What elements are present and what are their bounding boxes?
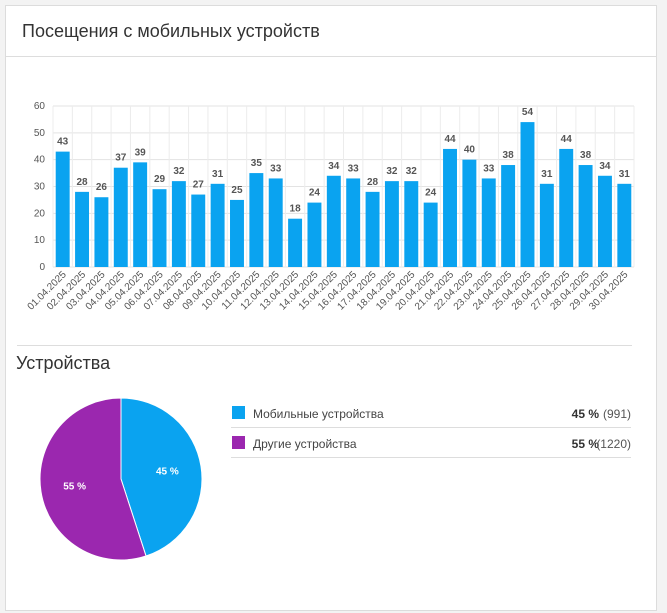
bar [94, 197, 109, 267]
y-tick-label: 30 [34, 182, 46, 193]
bar [481, 178, 496, 267]
bar-value-label: 28 [76, 177, 88, 188]
bar [230, 199, 244, 267]
bar-value-label: 31 [619, 169, 631, 180]
bar-value-label: 24 [309, 188, 321, 199]
bar [346, 178, 361, 267]
bar [191, 194, 206, 267]
bar-value-label: 27 [193, 180, 205, 191]
pie-slice-label: 55 % [63, 481, 86, 492]
y-tick-label: 0 [39, 262, 45, 273]
bar [268, 178, 283, 267]
bar-value-label: 25 [231, 185, 243, 196]
bar [617, 183, 632, 267]
bar-value-label: 33 [483, 163, 495, 174]
bar-value-label: 33 [348, 163, 360, 174]
legend-count-other: (1220) [596, 437, 631, 451]
bar [288, 218, 303, 267]
legend-label-mobile: Мобильные устройства [253, 407, 384, 421]
bar [133, 162, 148, 267]
bar [404, 181, 419, 267]
bar [171, 181, 186, 267]
y-tick-label: 40 [34, 155, 46, 166]
bar [423, 202, 438, 267]
bar [597, 175, 612, 267]
bar-value-label: 43 [57, 137, 69, 148]
bar-value-label: 34 [599, 161, 611, 172]
bar [152, 189, 167, 267]
pie-slice [120, 397, 203, 557]
bar-chart: 01020304050604301.04.20252802.04.2025260… [26, 101, 635, 313]
y-tick-label: 10 [34, 235, 46, 246]
bar-value-label: 32 [173, 166, 185, 177]
bar-value-label: 24 [425, 188, 437, 199]
bar [520, 122, 535, 267]
bar-value-label: 29 [154, 174, 166, 185]
legend-swatch-other [232, 436, 245, 449]
legend-label-other: Другие устройства [253, 437, 357, 451]
legend-percent-other: 55 % [571, 437, 599, 451]
pie-slice [39, 397, 147, 561]
bar [462, 159, 477, 267]
bar [443, 148, 457, 267]
bar-value-label: 37 [115, 153, 127, 164]
bar [559, 148, 574, 267]
bar [113, 167, 128, 267]
panel-title: Посещения с мобильных устройств [22, 21, 320, 41]
pie-slice-label: 45 % [156, 467, 179, 478]
legend-count-mobile: (991) [602, 407, 631, 421]
bar [365, 191, 380, 267]
bar [578, 165, 593, 267]
bar [55, 151, 70, 267]
bar-value-label: 38 [503, 150, 515, 161]
bar [75, 191, 90, 267]
bar-value-label: 38 [580, 150, 592, 161]
y-tick-label: 50 [34, 128, 46, 139]
panel-header: Посещения с мобильных устройств [6, 6, 656, 57]
legend-row-mobile: Мобильные устройства 45 % (991) [231, 399, 631, 428]
legend-row-other: Другие устройства 55 % (1220) [231, 429, 631, 458]
bar-value-label: 40 [464, 145, 476, 156]
bar-value-label: 39 [135, 147, 147, 158]
bar-value-label: 32 [406, 166, 418, 177]
legend-swatch-mobile [232, 406, 245, 419]
y-tick-label: 20 [34, 208, 46, 219]
legend-percent-mobile: 45 % [571, 407, 599, 421]
bar [326, 175, 341, 267]
bar-value-label: 18 [290, 204, 302, 215]
devices-title: Устройства [16, 353, 111, 373]
bar-value-label: 34 [328, 161, 340, 172]
bar [307, 202, 322, 267]
bar-value-label: 44 [561, 134, 573, 145]
bar-value-label: 31 [541, 169, 553, 180]
section-divider [17, 345, 632, 346]
devices-pie-chart: 45 % 55 % [39, 397, 203, 561]
bar-value-label: 44 [444, 134, 456, 145]
bar [384, 181, 399, 267]
bar [249, 173, 264, 267]
bar-value-label: 28 [367, 177, 379, 188]
bar [210, 183, 225, 267]
bar-value-label: 26 [96, 182, 108, 193]
bar-value-label: 32 [386, 166, 398, 177]
y-tick-label: 60 [34, 101, 46, 112]
bar-value-label: 33 [270, 163, 282, 174]
bar-value-label: 35 [251, 158, 263, 169]
bar [539, 183, 554, 267]
bar-value-label: 31 [212, 169, 224, 180]
bar-value-label: 54 [522, 107, 534, 118]
bar [501, 165, 516, 267]
